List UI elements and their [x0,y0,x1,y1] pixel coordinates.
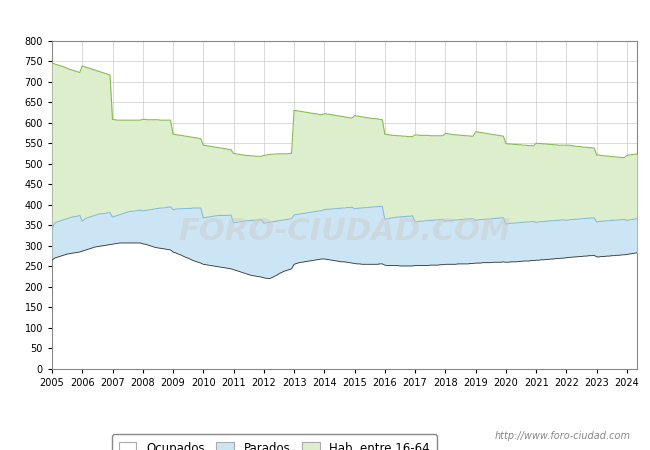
Legend: Ocupados, Parados, Hab. entre 16-64: Ocupados, Parados, Hab. entre 16-64 [112,435,437,450]
Text: http://www.foro-ciudad.com: http://www.foro-ciudad.com [495,431,630,441]
Text: FORO-CIUDAD.COM: FORO-CIUDAD.COM [178,216,511,246]
Text: Mira - Evolucion de la poblacion en edad de Trabajar Mayo de 2024: Mira - Evolucion de la poblacion en edad… [91,12,559,26]
